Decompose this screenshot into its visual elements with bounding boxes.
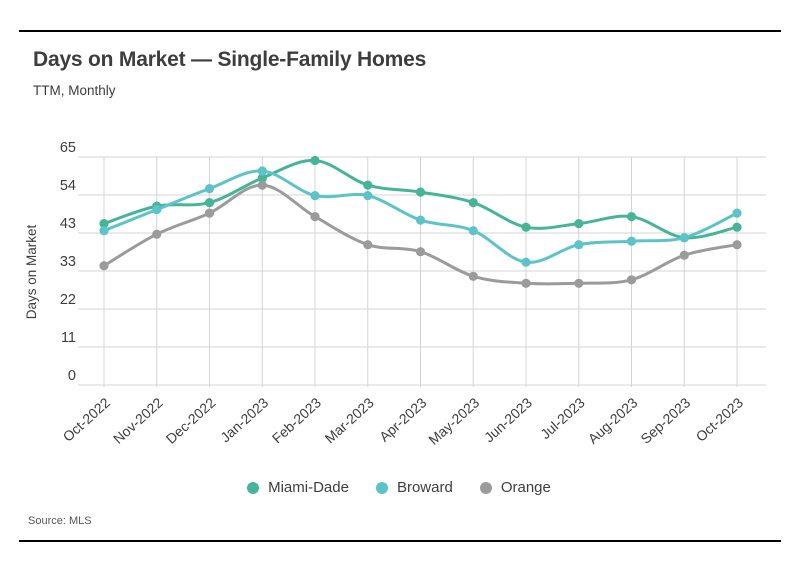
data-point-orange bbox=[204, 208, 215, 218]
legend-label: Miami-Dade bbox=[268, 479, 349, 496]
y-tick-label: 33 bbox=[60, 254, 76, 270]
data-point-broward bbox=[257, 166, 267, 176]
x-tick-label: Mar-2023 bbox=[322, 394, 377, 446]
legend-label: Broward bbox=[396, 479, 453, 496]
series-broward bbox=[99, 166, 742, 267]
data-point-broward bbox=[99, 226, 109, 236]
data-point-miami-dade bbox=[521, 222, 531, 232]
legend-item-orange: Orange bbox=[479, 479, 551, 496]
x-tick-label: Dec-2022 bbox=[163, 394, 219, 447]
data-point-orange bbox=[679, 250, 689, 260]
data-point-broward bbox=[732, 208, 742, 218]
x-tick-label: Jul-2023 bbox=[537, 394, 588, 442]
data-point-miami-dade bbox=[732, 222, 742, 232]
y-tick-label: 22 bbox=[60, 292, 76, 308]
y-tick-label: 65 bbox=[60, 140, 76, 156]
legend-item-miami-dade: Miami-Dade bbox=[247, 479, 349, 496]
data-point-broward bbox=[574, 240, 584, 250]
chart-title: Days on Market — Single-Family Homes bbox=[33, 48, 427, 71]
data-point-orange bbox=[363, 240, 373, 250]
data-point-broward bbox=[521, 257, 531, 267]
data-point-miami-dade bbox=[204, 198, 215, 208]
y-tick-label: 0 bbox=[68, 368, 76, 384]
data-point-miami-dade bbox=[574, 219, 584, 229]
legend-dot-icon bbox=[247, 481, 260, 494]
data-point-miami-dade bbox=[310, 155, 320, 166]
data-point-broward bbox=[468, 226, 478, 236]
data-point-broward bbox=[363, 191, 373, 201]
data-point-miami-dade bbox=[468, 198, 478, 208]
x-tick-label: Apr-2023 bbox=[376, 394, 430, 445]
chart-legend: Miami-Dade Broward Orange bbox=[0, 479, 798, 496]
y-axis-title: Days on Market bbox=[24, 224, 39, 319]
x-tick-label: Feb-2023 bbox=[269, 394, 324, 446]
x-tick-label: Jan-2023 bbox=[217, 394, 271, 445]
data-point-broward bbox=[679, 233, 689, 243]
data-point-orange bbox=[257, 180, 267, 190]
legend-dot-icon bbox=[375, 481, 388, 494]
data-point-miami-dade bbox=[257, 173, 267, 183]
data-point-orange bbox=[152, 229, 162, 239]
x-tick-label: Oct-2022 bbox=[60, 394, 114, 445]
data-point-broward bbox=[152, 205, 162, 215]
data-point-broward bbox=[204, 184, 215, 194]
x-tick-label: Sep-2023 bbox=[637, 394, 693, 447]
chart-subtitle: TTM, Monthly bbox=[33, 83, 116, 98]
y-tick-label: 54 bbox=[60, 178, 76, 194]
data-point-orange bbox=[415, 247, 426, 257]
x-tick-label: Aug-2023 bbox=[585, 394, 641, 447]
data-point-orange bbox=[521, 278, 531, 288]
y-tick-label: 43 bbox=[60, 216, 76, 232]
data-point-broward bbox=[626, 236, 637, 246]
data-point-miami-dade bbox=[363, 180, 373, 190]
data-point-broward bbox=[415, 215, 426, 225]
series-orange bbox=[99, 180, 742, 288]
top-rule bbox=[19, 30, 781, 32]
data-point-orange bbox=[99, 261, 109, 271]
x-tick-label: Oct-2023 bbox=[693, 394, 747, 445]
data-point-miami-dade bbox=[626, 212, 637, 222]
legend-dot-icon bbox=[479, 481, 492, 494]
data-point-miami-dade bbox=[99, 219, 109, 229]
x-tick-label: May-2023 bbox=[425, 394, 482, 448]
legend-item-broward: Broward bbox=[375, 479, 453, 496]
legend-label: Orange bbox=[500, 479, 551, 496]
axis-labels: Oct-2022Nov-2022Dec-2022Jan-2023Feb-2023… bbox=[24, 140, 746, 448]
y-tick-label: 11 bbox=[61, 330, 76, 346]
data-point-orange bbox=[468, 271, 478, 281]
x-tick-label: Nov-2022 bbox=[110, 394, 166, 447]
data-point-miami-dade bbox=[415, 187, 426, 197]
data-point-orange bbox=[732, 240, 742, 250]
source-note: Source: MLS bbox=[28, 515, 92, 527]
data-point-broward bbox=[310, 191, 320, 201]
data-point-orange bbox=[574, 278, 584, 288]
data-point-orange bbox=[626, 275, 637, 285]
x-tick-label: Jun-2023 bbox=[481, 394, 535, 445]
bottom-rule bbox=[19, 540, 781, 542]
data-point-orange bbox=[310, 212, 320, 222]
